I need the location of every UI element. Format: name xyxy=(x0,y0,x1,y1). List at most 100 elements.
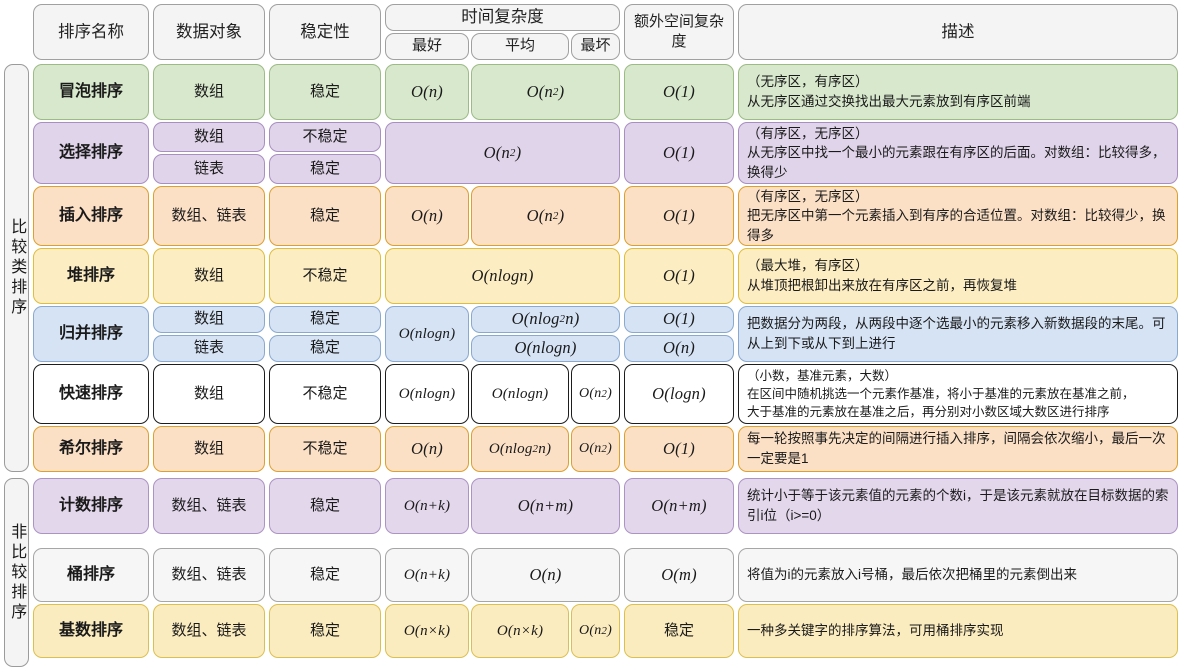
row-radix-sort-space: 稳定 xyxy=(624,604,734,658)
row-heap-sort-description: （最大堆，有序区） 从堆顶把根卸出来放在有序区之前，再恢复堆 xyxy=(738,248,1178,304)
row-counting-sort-name: 计数排序 xyxy=(33,478,149,534)
row-counting-sort-data-object: 数组、链表 xyxy=(153,478,265,534)
row-bucket-sort-best: O(n+k) xyxy=(385,548,469,602)
row-bubble-sort-best: O(n) xyxy=(385,64,469,120)
row-insertion-sort-stability: 稳定 xyxy=(269,186,381,246)
row-selection-sort-name: 选择排序 xyxy=(33,122,149,184)
header-sort-name: 排序名称 xyxy=(33,4,149,60)
row-heap-sort-space: O(1) xyxy=(624,248,734,304)
header-time-worst: 最坏 xyxy=(571,33,620,60)
row-counting-sort-space: O(n+m) xyxy=(624,478,734,534)
row-heap-sort-average: O(nlogn) xyxy=(385,248,620,304)
row-bubble-sort-space: O(1) xyxy=(624,64,734,120)
row-quick-sort-data-object: 数组 xyxy=(153,364,265,424)
row-selection-sort-data-object-list: 链表 xyxy=(153,154,265,184)
row-quick-sort-average: O(nlogn) xyxy=(471,364,569,424)
row-bucket-sort-space: O(m) xyxy=(624,548,734,602)
row-merge-sort-name: 归并排序 xyxy=(33,306,149,362)
row-counting-sort-stability: 稳定 xyxy=(269,478,381,534)
row-radix-sort-worst: O(n 2) xyxy=(571,604,620,658)
row-quick-sort-description: （小数，基准元素，大数） 在区间中随机挑选一个元素作基准，将小于基准的元素放在基… xyxy=(738,364,1178,424)
row-merge-sort-average-list: O(nlogn) xyxy=(471,335,620,362)
row-radix-sort-name: 基数排序 xyxy=(33,604,149,658)
row-merge-sort-best: O(nlogn) xyxy=(385,306,469,362)
row-quick-sort-name: 快速排序 xyxy=(33,364,149,424)
row-bucket-sort-average: O(n) xyxy=(471,548,620,602)
row-merge-sort-data-object-array: 数组 xyxy=(153,306,265,333)
row-insertion-sort-space: O(1) xyxy=(624,186,734,246)
header-data-object: 数据对象 xyxy=(153,4,265,60)
row-counting-sort-best: O(n+k) xyxy=(385,478,469,534)
desc-line: （最大堆，有序区） xyxy=(747,258,869,274)
row-shell-sort-description: 每一轮按照事先决定的间隔进行插入排序，间隔会依次缩小，最后一次一定要是1 xyxy=(738,426,1178,472)
row-insertion-sort-data-object: 数组、链表 xyxy=(153,186,265,246)
row-quick-sort-stability: 不稳定 xyxy=(269,364,381,424)
row-shell-sort-average: O(nlog 2 n) xyxy=(471,426,569,472)
row-bucket-sort-stability: 稳定 xyxy=(269,548,381,602)
header-description: 描述 xyxy=(738,4,1178,60)
header-time-best: 最好 xyxy=(385,33,469,60)
row-bubble-sort-average: O(n 2) xyxy=(471,64,620,120)
row-heap-sort-data-object: 数组 xyxy=(153,248,265,304)
row-selection-sort-description: （有序区，无序区） 从无序区中找一个最小的元素跟在有序区的后面。对数组：比较得多… xyxy=(738,122,1178,184)
row-selection-sort-average: O(n 2) xyxy=(385,122,620,184)
row-heap-sort-stability: 不稳定 xyxy=(269,248,381,304)
row-insertion-sort-description: （有序区，无序区） 把无序区中第一个元素插入到有序的合适位置。对数组：比较得少，… xyxy=(738,186,1178,246)
row-merge-sort-data-object-list: 链表 xyxy=(153,335,265,362)
desc-line: 在区间中随机挑选一个元素作基准，将小于基准的元素放在基准之前， xyxy=(747,386,1135,401)
header-time-complexity: 时间复杂度 xyxy=(385,4,620,31)
row-selection-sort-stability-list: 稳定 xyxy=(269,154,381,184)
row-insertion-sort-average: O(n 2) xyxy=(471,186,620,246)
desc-line: （无序区，有序区） xyxy=(747,74,869,90)
row-radix-sort-stability: 稳定 xyxy=(269,604,381,658)
row-selection-sort-space: O(1) xyxy=(624,122,734,184)
row-insertion-sort-name: 插入排序 xyxy=(33,186,149,246)
desc-line: 从无序区通过交换找出最大元素放到有序区前端 xyxy=(747,94,1031,109)
row-radix-sort-average: O(n×k) xyxy=(471,604,569,658)
desc-line: （小数，基准元素，大数） xyxy=(747,368,898,383)
row-bucket-sort-description: 将值为i的元素放入i号桶，最后依次把桶里的元素倒出来 xyxy=(738,548,1178,602)
header-stability: 稳定性 xyxy=(269,4,381,60)
row-merge-sort-stability-list: 稳定 xyxy=(269,335,381,362)
row-radix-sort-description: 一种多关键字的排序算法，可用桶排序实现 xyxy=(738,604,1178,658)
row-selection-sort-data-object-array: 数组 xyxy=(153,122,265,152)
header-space-complexity: 额外空间复杂度 xyxy=(624,4,734,60)
group-label-comparison-sorts: 比较类排序 xyxy=(4,64,29,472)
desc-line: 从无序区中找一个最小的元素跟在有序区的后面。对数组：比较得多，换得少 xyxy=(747,145,1166,180)
row-shell-sort-best: O(n) xyxy=(385,426,469,472)
row-merge-sort-space-list: O(n) xyxy=(624,335,734,362)
row-selection-sort-stability-array: 不稳定 xyxy=(269,122,381,152)
desc-line: 把无序区中第一个元素插入到有序的合适位置。对数组：比较得少，换得多 xyxy=(747,208,1166,243)
row-bubble-sort-name: 冒泡排序 xyxy=(33,64,149,120)
row-merge-sort-average-array: O(nlog 2 n) xyxy=(471,306,620,333)
row-bubble-sort-description: （无序区，有序区） 从无序区通过交换找出最大元素放到有序区前端 xyxy=(738,64,1178,120)
row-shell-sort-worst: O(n 2) xyxy=(571,426,620,472)
desc-line: 从堆顶把根卸出来放在有序区之前，再恢复堆 xyxy=(747,278,1017,293)
row-merge-sort-description: 把数据分为两段，从两段中逐个选最小的元素移入新数据段的末尾。可从上到下或从下到上… xyxy=(738,306,1178,362)
desc-line: （有序区，无序区） xyxy=(747,125,869,141)
row-radix-sort-best: O(n×k) xyxy=(385,604,469,658)
row-counting-sort-description: 统计小于等于该元素值的元素的个数i，于是该元素就放在目标数据的索引i位（i>=0… xyxy=(738,478,1178,534)
group-label-non-comparison-sorts: 非比较排序 xyxy=(4,478,29,667)
row-shell-sort-data-object: 数组 xyxy=(153,426,265,472)
row-bucket-sort-data-object: 数组、链表 xyxy=(153,548,265,602)
row-bubble-sort-data-object: 数组 xyxy=(153,64,265,120)
row-shell-sort-space: O(1) xyxy=(624,426,734,472)
row-bubble-sort-stability: 稳定 xyxy=(269,64,381,120)
row-bucket-sort-name: 桶排序 xyxy=(33,548,149,602)
desc-line: （有序区，无序区） xyxy=(747,188,869,204)
row-merge-sort-stability-array: 稳定 xyxy=(269,306,381,333)
row-heap-sort-name: 堆排序 xyxy=(33,248,149,304)
row-insertion-sort-best: O(n) xyxy=(385,186,469,246)
row-shell-sort-name: 希尔排序 xyxy=(33,426,149,472)
row-merge-sort-space-array: O(1) xyxy=(624,306,734,333)
desc-line: 大于基准的元素放在基准之后，再分别对小数区域大数区进行排序 xyxy=(747,405,1110,420)
row-radix-sort-data-object: 数组、链表 xyxy=(153,604,265,658)
header-time-average: 平均 xyxy=(471,33,569,60)
row-quick-sort-worst: O(n 2) xyxy=(571,364,620,424)
row-quick-sort-best: O(nlogn) xyxy=(385,364,469,424)
row-counting-sort-average: O(n+m) xyxy=(471,478,620,534)
row-shell-sort-stability: 不稳定 xyxy=(269,426,381,472)
row-quick-sort-space: O(logn) xyxy=(624,364,734,424)
